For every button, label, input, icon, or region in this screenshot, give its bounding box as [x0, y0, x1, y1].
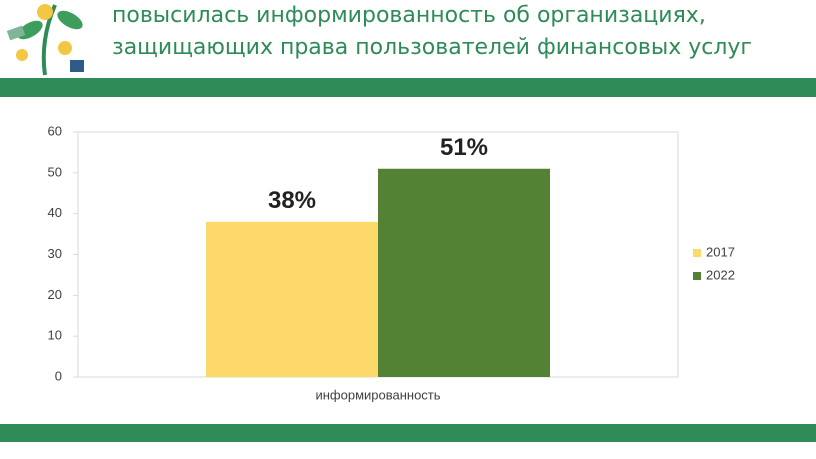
bar	[206, 221, 378, 377]
legend-swatch	[693, 272, 701, 280]
y-tick-label: 0	[55, 368, 62, 383]
band	[0, 78, 816, 97]
title-line: повысилась информированность об организа…	[112, 3, 706, 28]
legend-label: 2017	[706, 244, 735, 259]
band	[0, 424, 816, 442]
y-tick-label: 50	[48, 164, 62, 179]
y-tick-label: 10	[48, 328, 62, 343]
legend-swatch	[693, 249, 701, 257]
data-label: 38%	[268, 187, 316, 214]
data-label: 51%	[440, 134, 488, 161]
legend-label: 2022	[706, 267, 735, 282]
y-tick-label: 20	[48, 287, 62, 302]
y-tick-label: 60	[48, 123, 62, 138]
x-tick-label: информированность	[315, 387, 440, 402]
title-line: защищающих права пользователей финансовы…	[112, 35, 752, 60]
y-tick-label: 40	[48, 205, 62, 220]
illustration	[0, 0, 95, 76]
y-tick-label: 30	[48, 246, 62, 261]
bar	[378, 168, 550, 377]
